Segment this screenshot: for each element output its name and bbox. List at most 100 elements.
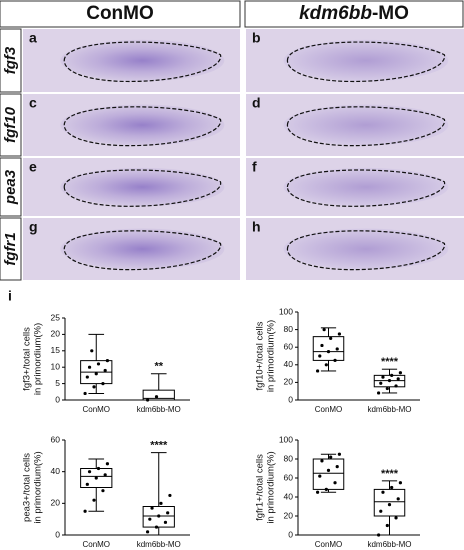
primordium-outline: [286, 106, 445, 147]
row-label-box: [0, 157, 22, 217]
primordium-outline: [286, 41, 445, 83]
y-tick-label: 0: [55, 529, 60, 539]
data-point: [94, 372, 98, 376]
x-tick-label: ConMO: [82, 540, 110, 549]
y-tick-label: 20: [51, 329, 61, 339]
data-point: [390, 373, 394, 377]
data-point: [324, 363, 328, 367]
data-point: [337, 452, 341, 456]
header-suffix: -MO: [372, 3, 409, 24]
data-point: [381, 490, 385, 494]
data-point: [333, 481, 337, 485]
y-axis-label: pea3+/total cells: [22, 453, 33, 522]
y-tick-label: 100: [279, 434, 293, 444]
data-point: [101, 489, 105, 493]
data-point: [396, 497, 400, 501]
y-tick-label: 15: [51, 345, 61, 355]
y-tick-label: 20: [284, 377, 294, 387]
data-point: [103, 473, 107, 477]
y-tick-label: 40: [284, 359, 294, 369]
x-tick-label: ConMO: [82, 405, 110, 414]
data-point: [148, 517, 152, 521]
data-point: [329, 455, 333, 459]
data-point: [145, 530, 150, 534]
data-point: [379, 381, 383, 385]
row-label: fgf10: [2, 106, 19, 142]
data-point: [324, 487, 328, 491]
x-tick-label: kdm6bb-MO: [137, 540, 181, 549]
data-point: [157, 514, 161, 518]
x-tick-label: kdm6bb-MO: [367, 405, 411, 414]
data-point: [92, 385, 96, 389]
data-point: [320, 343, 324, 348]
row-label-box: [0, 28, 22, 93]
y-tick-label: 20: [51, 498, 61, 508]
significance: ****: [381, 468, 399, 480]
data-point: [387, 379, 392, 383]
data-point: [318, 474, 322, 478]
stain: [60, 167, 225, 207]
header-box: [0, 0, 241, 28]
data-point: [385, 523, 389, 528]
data-point: [379, 509, 383, 513]
data-point: [154, 525, 159, 529]
panel-letter: f: [252, 159, 257, 175]
data-point: [320, 459, 324, 463]
data-point: [337, 332, 341, 336]
header: ConMO: [86, 3, 154, 24]
data-point: [326, 468, 331, 472]
data-point: [396, 377, 400, 381]
primordium-outline: [63, 106, 222, 147]
primordium-outline: [63, 41, 222, 83]
data-point: [87, 470, 92, 474]
y-tick-label: 60: [284, 472, 294, 482]
significance: ****: [150, 440, 168, 452]
data-point: [96, 362, 101, 366]
data-point: [150, 506, 154, 510]
data-point: [322, 328, 326, 332]
data-point: [87, 365, 92, 369]
data-point: [326, 350, 331, 354]
header-italic: kdm6bb: [299, 3, 372, 24]
stain: [60, 104, 225, 146]
panel-letter: e: [29, 159, 37, 175]
panel-letter: g: [29, 219, 38, 235]
y-tick-label: 0: [288, 394, 293, 404]
data-point: [163, 520, 168, 524]
y-axis-label: fgf10+/total cells: [255, 321, 266, 390]
x-tick-label: ConMO: [315, 405, 343, 414]
y-tick-label: 80: [284, 324, 294, 334]
y-axis-label: in primordium(%): [33, 451, 44, 523]
data-point: [85, 482, 89, 486]
row-label: pea3: [2, 169, 19, 205]
data-point: [385, 386, 389, 391]
box: [80, 468, 113, 488]
data-point: [387, 503, 392, 507]
y-axis-label: in primordium(%): [266, 320, 277, 392]
stain: [283, 104, 449, 146]
box: [373, 488, 406, 517]
data-point: [390, 485, 394, 490]
y-tick-label: 5: [55, 378, 60, 388]
primordium-outline: [286, 169, 445, 207]
y-axis-label: in primordium(%): [266, 451, 277, 523]
stain: [60, 228, 225, 270]
x-tick-label: kdm6bb-MO: [367, 540, 411, 549]
data-point: [105, 462, 110, 466]
y-axis-label: in primordium(%): [33, 323, 44, 395]
header: kdm6bb-MO: [299, 3, 409, 24]
data-point: [335, 347, 339, 351]
y-tick-label: 60: [284, 341, 294, 351]
y-tick-label: 20: [284, 510, 294, 520]
data-point: [394, 516, 398, 520]
data-point: [335, 465, 339, 469]
data-point: [96, 466, 101, 471]
panel-letter: c: [29, 95, 37, 111]
panel-label: i: [8, 288, 12, 304]
stain: [283, 167, 449, 207]
stain: [60, 39, 225, 82]
y-axis-label: fgfr1+/total cells: [255, 454, 266, 521]
x-tick-label: ConMO: [315, 540, 343, 549]
data-point: [168, 493, 172, 498]
y-tick-label: 0: [55, 394, 60, 404]
